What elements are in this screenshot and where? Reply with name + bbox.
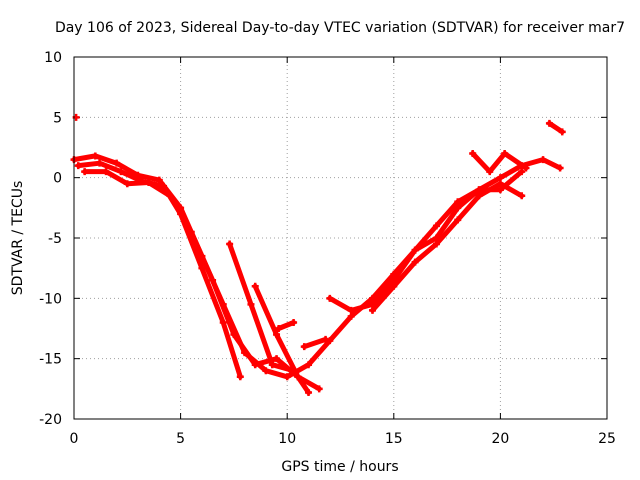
data-point (283, 373, 291, 381)
data-point (545, 119, 553, 127)
x-tick-label: 25 (598, 431, 616, 447)
data-point (326, 294, 334, 302)
data-series-track-12 (301, 336, 329, 350)
data-point (226, 240, 234, 248)
data-point (166, 192, 174, 200)
data-point (432, 240, 440, 248)
data-point (411, 258, 419, 266)
data-point (262, 367, 270, 375)
data-point (113, 159, 121, 167)
data-point (273, 355, 281, 363)
data-point (74, 162, 82, 170)
data-point (102, 168, 110, 176)
data-point (160, 182, 168, 190)
data-point (539, 156, 547, 164)
data-point (368, 306, 376, 314)
data-point (145, 178, 153, 186)
x-tick-label: 5 (176, 431, 185, 447)
data-point (247, 300, 255, 308)
data-series-track-8 (470, 151, 529, 175)
data-point (475, 192, 483, 200)
data-series-track-7 (370, 181, 525, 313)
data-point (294, 373, 302, 381)
y-tick-label: -5 (48, 231, 62, 247)
data-point (96, 159, 104, 167)
data-point (91, 152, 99, 160)
data-series-track-4 (227, 241, 297, 374)
data-point (454, 198, 462, 206)
data-point (117, 168, 125, 176)
data-point (518, 168, 526, 176)
data-point (236, 373, 244, 381)
data-point (275, 325, 283, 332)
data-point (273, 331, 281, 339)
x-axis-label: GPS time / hours (281, 459, 398, 475)
data-point (496, 180, 504, 188)
data-point (305, 388, 313, 396)
data-point (198, 264, 206, 272)
series-layer (70, 113, 566, 396)
y-tick-label: 5 (53, 110, 62, 126)
data-point (496, 174, 504, 182)
data-series-track-5 (252, 283, 322, 392)
y-tick-label: -10 (39, 291, 62, 307)
ticks-layer: 0 5 10 15 20 25 -20 -15 -10 -5 0 5 10 (39, 50, 616, 447)
y-axis-label: SDTVAR / TECUs (10, 181, 26, 296)
data-point (123, 180, 131, 188)
plot-frame (73, 56, 608, 420)
data-point (305, 361, 313, 369)
data-point (454, 216, 462, 224)
chart-title: Day 106 of 2023, Sidereal Day-to-day VTE… (55, 20, 625, 36)
data-point (347, 312, 355, 320)
y-tick-label: 0 (53, 171, 62, 187)
data-point (556, 164, 564, 172)
data-point (300, 343, 308, 351)
data-point (251, 361, 259, 369)
data-point (315, 385, 323, 393)
data-point (347, 306, 355, 314)
grid-layer (74, 57, 607, 419)
data-series-track-9 (546, 120, 565, 135)
data-point (268, 361, 276, 369)
data-point (454, 204, 462, 212)
data-series-track-3 (82, 169, 311, 395)
data-point (390, 282, 398, 290)
data-point (209, 276, 217, 284)
data-point (522, 164, 530, 172)
data-point (558, 128, 566, 136)
y-tick-label: 10 (44, 50, 62, 66)
data-series-track-2 (75, 160, 243, 380)
data-point (475, 186, 483, 194)
x-tick-label: 20 (491, 431, 509, 447)
data-point (187, 228, 195, 236)
x-tick-label: 10 (278, 431, 296, 447)
data-point (432, 222, 440, 230)
data-point (81, 168, 89, 176)
data-point (518, 192, 526, 200)
data-point (411, 246, 419, 254)
y-tick-label: -15 (39, 352, 62, 368)
y-tick-label: -20 (39, 412, 62, 428)
data-point (486, 168, 494, 176)
data-point (501, 150, 509, 158)
data-point (496, 186, 504, 194)
data-point (469, 150, 477, 158)
data-point (219, 318, 227, 326)
data-point (290, 318, 298, 326)
data-point (230, 331, 238, 339)
data-point (322, 335, 330, 343)
data-point (251, 282, 259, 290)
data-point (155, 176, 163, 184)
x-tick-label: 0 (70, 431, 79, 447)
x-tick-label: 15 (385, 431, 403, 447)
